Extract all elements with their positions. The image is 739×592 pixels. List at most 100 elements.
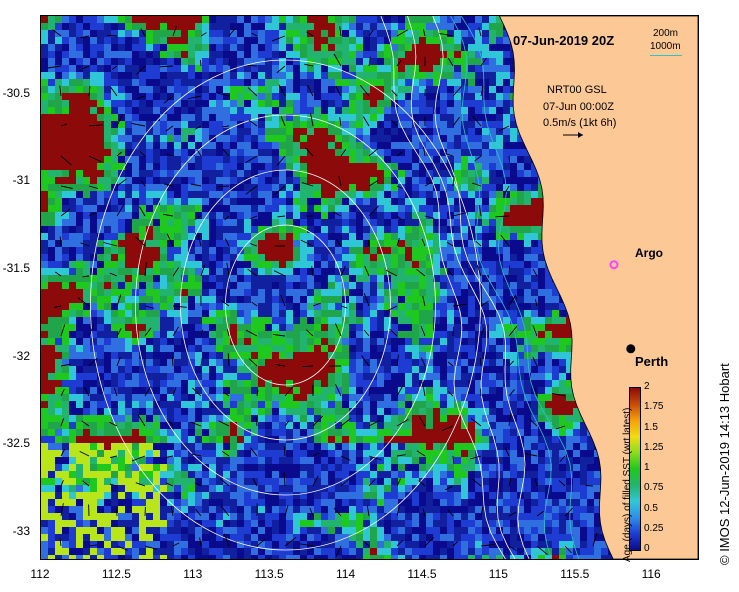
sst-cell bbox=[202, 492, 209, 499]
sst-cell bbox=[328, 268, 335, 275]
sst-cell bbox=[139, 268, 146, 275]
sst-cell bbox=[104, 289, 111, 296]
sst-cell bbox=[174, 212, 181, 219]
sst-cell bbox=[279, 324, 286, 331]
sst-cell bbox=[125, 37, 132, 44]
sst-cell bbox=[230, 422, 237, 429]
sst-cell bbox=[223, 394, 230, 401]
sst-cell bbox=[251, 93, 258, 100]
sst-cell bbox=[69, 93, 76, 100]
sst-cell bbox=[181, 30, 188, 37]
sst-cell bbox=[335, 163, 342, 170]
sst-cell bbox=[286, 156, 293, 163]
sst-cell bbox=[265, 23, 272, 30]
sst-cell bbox=[377, 44, 384, 51]
sst-cell bbox=[587, 443, 594, 450]
sst-cell bbox=[209, 387, 216, 394]
sst-cell bbox=[440, 408, 447, 415]
sst-cell bbox=[272, 261, 279, 268]
sst-map: 07-Jun-2019 20Z 200m 1000m NRT00 GSL 07-… bbox=[40, 15, 699, 560]
sst-cell bbox=[335, 142, 342, 149]
sst-cell bbox=[363, 156, 370, 163]
sst-cell bbox=[272, 79, 279, 86]
sst-cell bbox=[496, 408, 503, 415]
sst-cell bbox=[356, 275, 363, 282]
sst-cell bbox=[405, 149, 412, 156]
sst-cell bbox=[118, 492, 125, 499]
sst-cell bbox=[286, 191, 293, 198]
sst-cell bbox=[111, 345, 118, 352]
sst-cell bbox=[188, 331, 195, 338]
sst-cell bbox=[384, 37, 391, 44]
sst-cell bbox=[209, 338, 216, 345]
sst-cell bbox=[69, 37, 76, 44]
sst-cell bbox=[83, 79, 90, 86]
sst-cell bbox=[328, 219, 335, 226]
sst-cell bbox=[426, 177, 433, 184]
sst-cell bbox=[545, 415, 552, 422]
sst-cell bbox=[188, 359, 195, 366]
sst-cell bbox=[573, 478, 580, 485]
sst-cell bbox=[153, 387, 160, 394]
sst-cell bbox=[475, 247, 482, 254]
sst-cell bbox=[405, 310, 412, 317]
sst-cell bbox=[307, 163, 314, 170]
sst-cell bbox=[272, 65, 279, 72]
sst-cell bbox=[433, 205, 440, 212]
sst-cell bbox=[195, 191, 202, 198]
sst-cell bbox=[321, 422, 328, 429]
sst-cell bbox=[181, 128, 188, 135]
sst-cell bbox=[62, 254, 69, 261]
sst-cell bbox=[181, 422, 188, 429]
sst-cell bbox=[48, 289, 55, 296]
sst-cell bbox=[258, 352, 265, 359]
sst-cell bbox=[496, 268, 503, 275]
sst-cell bbox=[174, 317, 181, 324]
sst-cell bbox=[349, 429, 356, 436]
sst-cell bbox=[244, 128, 251, 135]
sst-cell bbox=[118, 240, 125, 247]
sst-cell bbox=[545, 464, 552, 471]
sst-cell bbox=[55, 387, 62, 394]
sst-cell bbox=[405, 177, 412, 184]
sst-cell bbox=[321, 331, 328, 338]
sst-cell bbox=[237, 282, 244, 289]
sst-cell bbox=[566, 331, 573, 338]
sst-cell bbox=[496, 16, 503, 23]
sst-cell bbox=[118, 485, 125, 492]
sst-cell bbox=[300, 387, 307, 394]
sst-cell bbox=[538, 240, 545, 247]
sst-cell bbox=[97, 331, 104, 338]
sst-cell bbox=[244, 135, 251, 142]
sst-cell bbox=[153, 282, 160, 289]
sst-cell bbox=[265, 436, 272, 443]
sst-cell bbox=[482, 163, 489, 170]
sst-cell bbox=[342, 247, 349, 254]
sst-cell bbox=[391, 170, 398, 177]
sst-cell bbox=[244, 191, 251, 198]
sst-cell bbox=[426, 387, 433, 394]
sst-cell bbox=[55, 436, 62, 443]
sst-cell bbox=[454, 464, 461, 471]
sst-cell bbox=[475, 93, 482, 100]
sst-cell bbox=[349, 170, 356, 177]
sst-cell bbox=[258, 464, 265, 471]
sst-cell bbox=[76, 408, 83, 415]
sst-cell bbox=[524, 303, 531, 310]
sst-cell bbox=[83, 51, 90, 58]
sst-cell bbox=[426, 310, 433, 317]
sst-cell bbox=[146, 177, 153, 184]
sst-cell bbox=[251, 408, 258, 415]
sst-cell bbox=[272, 443, 279, 450]
sst-cell bbox=[216, 324, 223, 331]
sst-cell bbox=[370, 422, 377, 429]
sst-cell bbox=[419, 436, 426, 443]
sst-cell bbox=[69, 226, 76, 233]
sst-cell bbox=[300, 79, 307, 86]
sst-cell bbox=[391, 254, 398, 261]
sst-cell bbox=[538, 394, 545, 401]
sst-cell bbox=[195, 212, 202, 219]
sst-cell bbox=[293, 142, 300, 149]
sst-cell bbox=[391, 30, 398, 37]
sst-cell bbox=[384, 457, 391, 464]
